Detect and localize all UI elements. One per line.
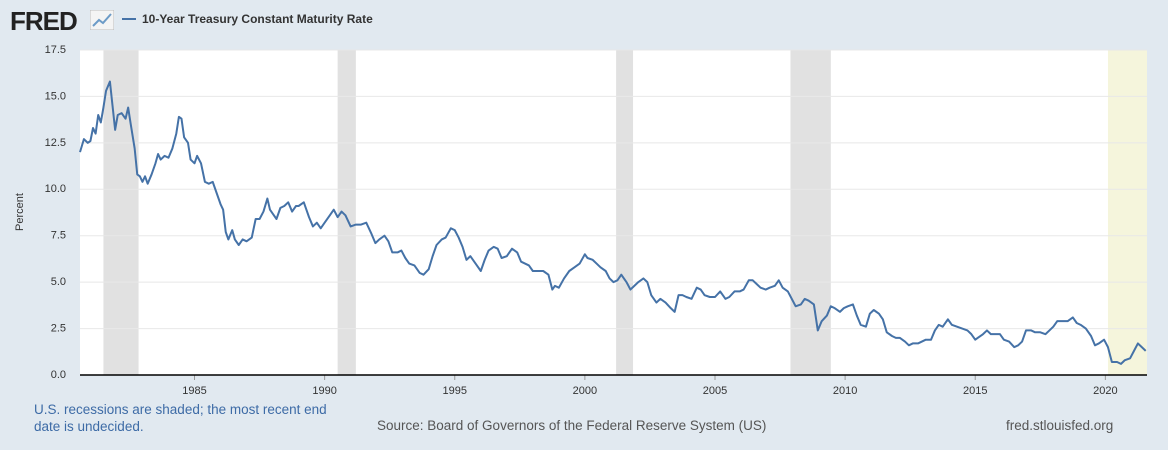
y-tick-label: 2.5 (51, 322, 66, 334)
y-tick-label: 17.5 (45, 44, 66, 56)
legend: 10-Year Treasury Constant Maturity Rate (122, 12, 373, 26)
data-line (79, 80, 1147, 365)
logo: FRED (10, 6, 78, 36)
undecided-recession (1107, 50, 1147, 375)
y-tick-label: 5.0 (51, 276, 66, 288)
y-tick-label: 0.0 (51, 369, 66, 381)
x-tick-label: 2000 (573, 385, 597, 397)
plot-background (80, 50, 1147, 375)
y-tick-label: 15.0 (45, 90, 66, 102)
x-tick-label: 1985 (182, 385, 206, 397)
x-tick-label: 2015 (963, 385, 987, 397)
x-tick-label: 2005 (703, 385, 727, 397)
logo-icon (90, 10, 114, 30)
recession-shade (103, 50, 139, 375)
x-tick-label: 2010 (833, 385, 857, 397)
x-tick-label: 1990 (312, 385, 336, 397)
recession-shade (790, 50, 831, 375)
site-link: fred.stlouisfed.org (1006, 418, 1114, 433)
legend-swatch (122, 18, 136, 20)
y-tick-label: 10.0 (45, 183, 66, 195)
y-axis-label: Percent (14, 193, 26, 231)
y-tick-label: 7.5 (51, 230, 66, 242)
chart: Percent 0.0 2.5 5.0 7.5 10.0 12.5 15.0 17.5 1985… (14, 44, 1147, 397)
recession-shade (337, 50, 356, 375)
legend-label: 10-Year Treasury Constant Maturity Rate (142, 12, 373, 26)
x-tick-label: 2020 (1093, 385, 1117, 397)
recession-shade (616, 50, 634, 375)
x-tick-label: 1995 (443, 385, 467, 397)
recession-note: U.S. recessions are shaded; the most rec… (34, 402, 327, 434)
source: Source: Board of Governors of the Federa… (377, 418, 767, 433)
y-tick-label: 12.5 (45, 137, 66, 149)
